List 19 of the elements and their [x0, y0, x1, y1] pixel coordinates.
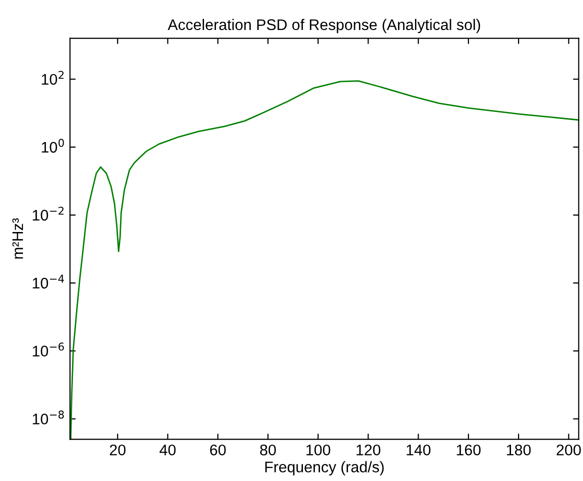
x-tick-label: 120 [356, 444, 380, 456]
y-tick-label: 10$^{−4}$ [32, 274, 64, 289]
y-tick-label: 10$^{2}$ [42, 70, 64, 85]
x-tick-label: 140 [406, 444, 430, 456]
x-tick-label: 100 [306, 444, 330, 456]
y-tick-label: 10$^{0}$ [42, 138, 64, 153]
x-tick-label: 180 [506, 444, 531, 456]
x-tick-label: 200 [556, 444, 581, 456]
x-tick-label: 40 [160, 444, 176, 456]
x-axis-title: Frequency (rad/s) [265, 461, 384, 476]
x-tick-label: 80 [260, 444, 276, 456]
x-tick-label: 60 [210, 444, 226, 456]
x-tick-label: 20 [110, 444, 126, 456]
chart-title: Acceleration PSD of Response (Analytical sol) [168, 18, 480, 34]
y-tick-label: 10$^{−8}$ [32, 410, 64, 424]
y-tick-label: 10$^{−6}$ [32, 342, 64, 356]
y-tick-label: 10$^{−2}$ [32, 206, 64, 221]
x-tick-label: 160 [456, 444, 481, 456]
y-axis-title: m²Hz³ [12, 218, 23, 259]
